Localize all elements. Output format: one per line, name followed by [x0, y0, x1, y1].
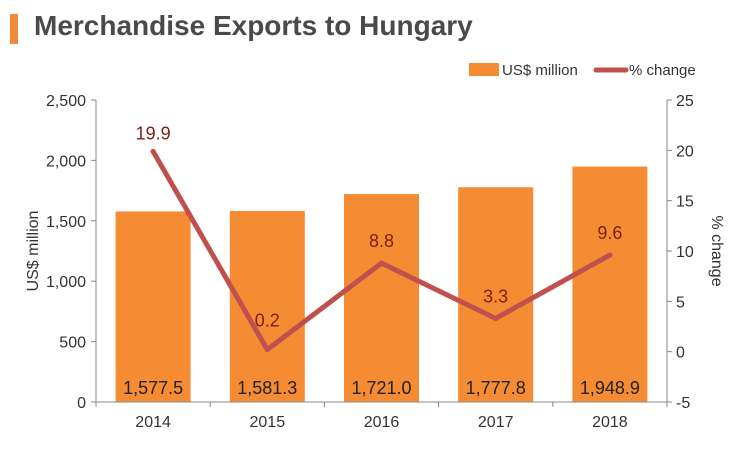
line-point [607, 252, 613, 258]
line-point [264, 347, 270, 353]
y2-tick-label: 10 [676, 244, 694, 261]
line-point [150, 148, 156, 154]
legend: US$ million % change [469, 62, 696, 79]
title-accent-bar [10, 14, 18, 44]
y-tick-label: 0 [77, 395, 86, 412]
y2-axis-title: % change [708, 215, 725, 286]
legend-label-bars: US$ million [502, 62, 578, 79]
line-value-label: 19.9 [136, 123, 171, 143]
bar-value-label: 1,948.9 [580, 378, 640, 398]
line-point [493, 315, 499, 321]
legend-swatch-bars [469, 63, 499, 76]
line-value-label: 3.3 [483, 286, 508, 306]
y-tick-label: 1,000 [46, 274, 86, 291]
bar [115, 211, 191, 402]
x-tick-label: 2014 [135, 414, 171, 431]
bars-group: 1,577.5 1,581.3 1,721.0 1,777.8 1,948.9 [115, 166, 648, 402]
bar-value-label: 1,577.5 [123, 378, 183, 398]
bar-value-label: 1,581.3 [237, 378, 297, 398]
bar-value-label: 1,721.0 [351, 378, 411, 398]
y-tick-label: 500 [59, 335, 86, 352]
y2-tick-label: 5 [676, 294, 685, 311]
y2-tick-label: 15 [676, 194, 694, 211]
y-tick-label: 2,000 [46, 153, 86, 170]
y2-tick-label: 0 [676, 345, 685, 362]
y2-tick-label: 25 [676, 93, 694, 110]
x-tick-label: 2017 [478, 414, 514, 431]
line-value-label: 0.2 [255, 311, 280, 331]
y2-tick-label: -5 [676, 395, 690, 412]
line-group: 19.9 0.2 8.8 3.3 9.6 [136, 123, 622, 353]
x-tick-label: 2016 [364, 414, 400, 431]
line-point [379, 260, 384, 266]
y-tick-label: 1,500 [46, 214, 86, 231]
bar [458, 187, 534, 402]
page-title: Merchandise Exports to Hungary [34, 10, 473, 41]
y-axis-title: US$ million [25, 211, 42, 292]
bar-value-label: 1,777.8 [466, 378, 526, 398]
x-tick-label: 2018 [592, 414, 628, 431]
line-value-label: 9.6 [597, 223, 622, 243]
bar [344, 194, 419, 402]
line-value-label: 8.8 [369, 231, 394, 251]
bar [572, 166, 648, 402]
x-tick-label: 2015 [250, 414, 286, 431]
y-tick-label: 2,500 [46, 93, 86, 110]
ticks-group: 0 500 1,000 1,500 2,000 2,500 -5 0 5 10 15 20 25 2014… [46, 93, 694, 431]
legend-label-line: % change [629, 62, 696, 79]
y2-tick-label: 20 [676, 143, 694, 160]
